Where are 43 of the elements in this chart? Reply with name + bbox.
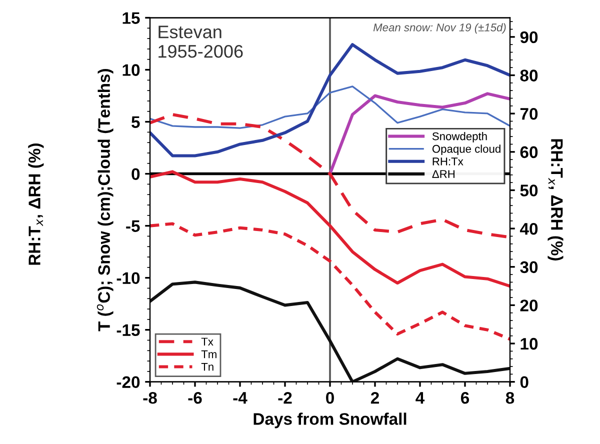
y-tick-label: 10 [122,64,140,76]
y-axis-title: T ($^{o}$C); Snow (cm);Cloud (Tenths) [96,69,114,332]
line-series [150,170,510,288]
legend-label: RH:Tx [432,158,464,166]
y-tick-label: -5 [126,220,140,232]
y2-axis-title: RH:T$_{x}$, ΔRH (%) [548,139,564,260]
x-tick-label: 4 [416,392,425,404]
y2-tick-label: 10 [520,338,538,350]
x-tick-label: -8 [143,392,157,404]
legend-label: Tn [201,363,214,371]
annotation: Mean snow: Nov 19 (±15d) [373,23,506,34]
y2-tick-label: 20 [520,300,538,312]
y-tick-label: -15 [116,324,140,336]
x-tick-label: 8 [506,392,514,404]
y2-tick-label: 40 [520,222,538,235]
line-series [150,86,510,129]
y2-tick-label: 50 [520,184,538,196]
annotation: Estevan 1955-2006 [158,26,243,58]
y-tick-label: 0 [132,168,140,180]
y2-tick-label: 60 [520,146,538,158]
x-axis-title: Days from Snowfall [254,412,406,428]
x-tick-label: -2 [278,392,292,404]
legend-label: Tx [201,338,214,346]
y2-tick-label: 0 [520,376,528,388]
legend-label: Tm [201,350,216,358]
y2-tick-label: 80 [520,70,538,82]
x-tick-label: 6 [460,392,470,404]
legend-label: Snowdepth [432,132,487,142]
x-tick-label: 0 [326,392,334,404]
y2-tick-label: 90 [520,31,538,44]
line-series [150,43,510,158]
y-tick-label: -20 [116,376,140,388]
y-tick-label: -10 [116,272,140,284]
legend-label: ΔRH [432,170,454,178]
y-tick-label: 5 [132,116,140,128]
x-tick-label: -6 [188,392,202,404]
legend-label: Opaque cloud [432,144,500,155]
text: RH:T$_{x}$, ΔRH (%) [28,144,44,265]
y-tick-label: 15 [122,12,140,24]
y2-tick-label: 70 [520,108,538,120]
x-tick-label: 2 [370,392,379,404]
x-tick-label: -4 [233,392,248,404]
y2-tick-label: 30 [520,261,538,274]
